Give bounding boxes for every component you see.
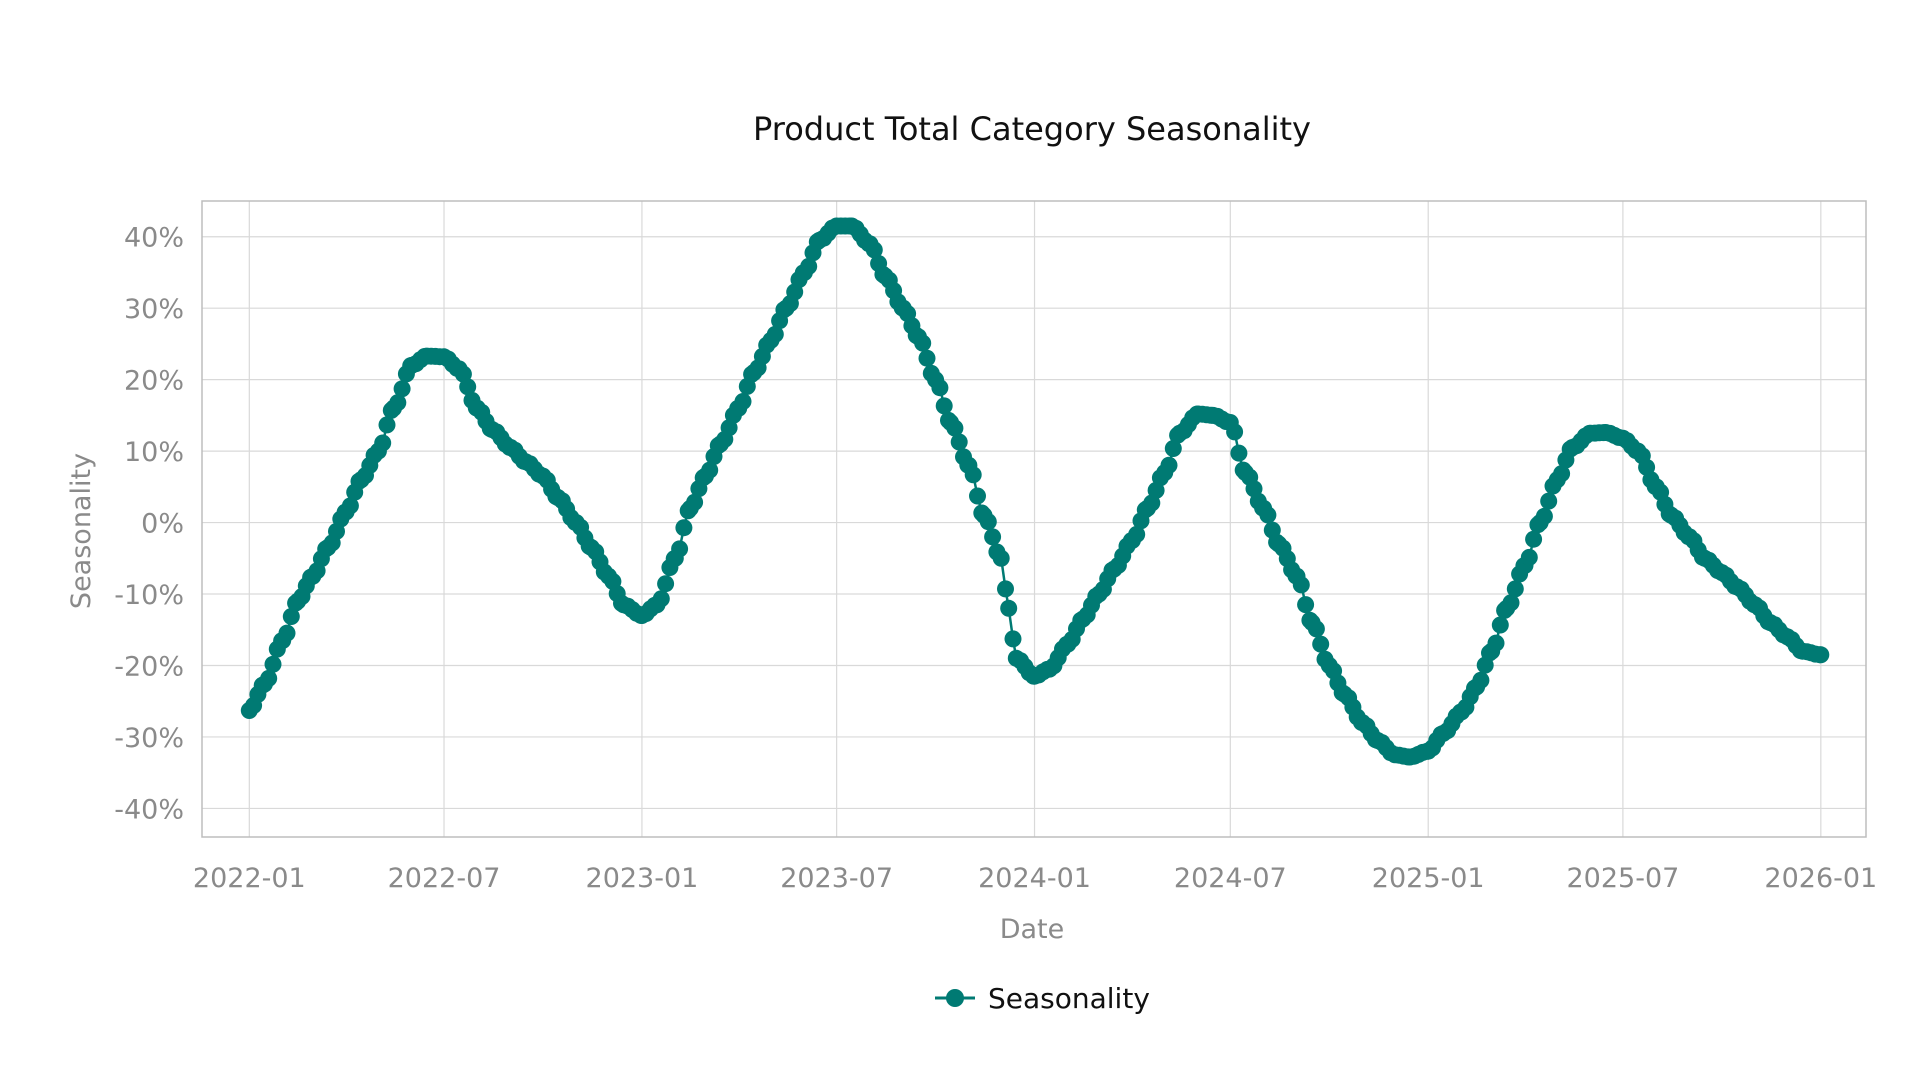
data-point xyxy=(657,575,675,593)
data-point xyxy=(766,325,784,343)
data-point xyxy=(984,528,1002,546)
data-point xyxy=(1307,620,1325,638)
y-tick-label: 30% xyxy=(124,294,184,325)
data-point xyxy=(969,487,986,505)
y-tick-label: -30% xyxy=(114,723,184,754)
data-point xyxy=(1553,465,1571,483)
x-tick-label: 2024-07 xyxy=(1174,863,1287,894)
data-point xyxy=(1520,548,1538,566)
x-axis-label: Date xyxy=(1000,914,1065,945)
y-tick-label: 10% xyxy=(124,437,184,468)
data-point xyxy=(992,549,1010,567)
data-point xyxy=(278,624,296,642)
data-point xyxy=(865,241,883,259)
data-point xyxy=(1812,646,1830,664)
data-point xyxy=(950,433,968,451)
series-seasonality xyxy=(240,217,1830,766)
legend-label-seasonality: Seasonality xyxy=(988,982,1150,1015)
data-point xyxy=(389,394,407,412)
y-tick-label: 0% xyxy=(141,509,184,540)
data-point xyxy=(1312,635,1330,653)
data-point xyxy=(935,397,953,415)
data-point xyxy=(378,416,396,434)
legend-dot-marker xyxy=(946,989,964,1007)
data-point xyxy=(1525,530,1543,548)
data-point xyxy=(1491,616,1509,634)
data-point xyxy=(997,580,1014,598)
x-tick-label: 2025-07 xyxy=(1567,863,1680,894)
y-tick-label: -20% xyxy=(114,651,184,682)
data-point xyxy=(282,608,300,625)
data-point xyxy=(1540,492,1558,510)
x-tick-label: 2026-01 xyxy=(1764,863,1877,894)
data-point xyxy=(264,655,282,673)
data-point xyxy=(1164,440,1182,457)
data-point xyxy=(1535,507,1553,525)
x-tick-label: 2025-01 xyxy=(1372,863,1485,894)
data-point xyxy=(1502,594,1520,612)
x-tick-label: 2022-07 xyxy=(388,863,501,894)
y-tick-label: -40% xyxy=(114,794,184,825)
data-point xyxy=(800,257,818,275)
plot-area-frame xyxy=(201,200,1867,838)
data-point xyxy=(1292,576,1310,594)
data-point xyxy=(1487,634,1505,652)
chart-title: Product Total Category Seasonality xyxy=(753,110,1311,148)
x-tick-label: 2022-01 xyxy=(193,863,306,894)
data-point xyxy=(1472,671,1490,689)
data-point xyxy=(979,513,997,531)
data-point xyxy=(1259,506,1277,524)
x-tick-label: 2023-01 xyxy=(586,863,699,894)
data-point xyxy=(671,540,689,558)
y-axis-ticks: 40% 30% 20% 10% 0% -10% -20% -30% -40% xyxy=(114,223,184,826)
data-point xyxy=(686,493,704,511)
y-tick-label: 20% xyxy=(124,366,184,397)
x-axis-ticks: 2022-01 2022-07 2023-01 2023-07 2024-01 2024-… xyxy=(193,863,1877,894)
y-axis-label: Seasonality xyxy=(66,453,97,609)
data-point xyxy=(1506,580,1524,598)
data-point xyxy=(918,349,936,367)
data-point xyxy=(652,590,670,608)
x-tick-label: 2023-07 xyxy=(780,863,893,894)
y-tick-label: -10% xyxy=(114,580,184,611)
data-point xyxy=(946,419,964,437)
data-point xyxy=(964,466,982,484)
data-point xyxy=(374,434,392,452)
data-point xyxy=(914,334,932,352)
x-tick-label: 2024-01 xyxy=(978,863,1091,894)
data-point xyxy=(734,393,752,410)
data-point xyxy=(1004,630,1022,648)
data-point xyxy=(459,378,477,396)
data-point xyxy=(1160,456,1178,474)
data-point xyxy=(393,380,411,398)
data-point xyxy=(1226,423,1244,441)
data-point xyxy=(701,461,719,479)
data-point xyxy=(341,497,359,515)
data-point xyxy=(1297,596,1315,614)
data-point xyxy=(1000,599,1018,617)
data-point xyxy=(675,519,693,537)
y-tick-label: 40% xyxy=(124,223,184,254)
grid xyxy=(202,201,1866,837)
data-point xyxy=(260,669,278,687)
data-point xyxy=(1128,525,1146,543)
legend[interactable]: Seasonality xyxy=(935,982,1150,1015)
data-point xyxy=(931,379,949,397)
data-point xyxy=(1230,444,1248,462)
